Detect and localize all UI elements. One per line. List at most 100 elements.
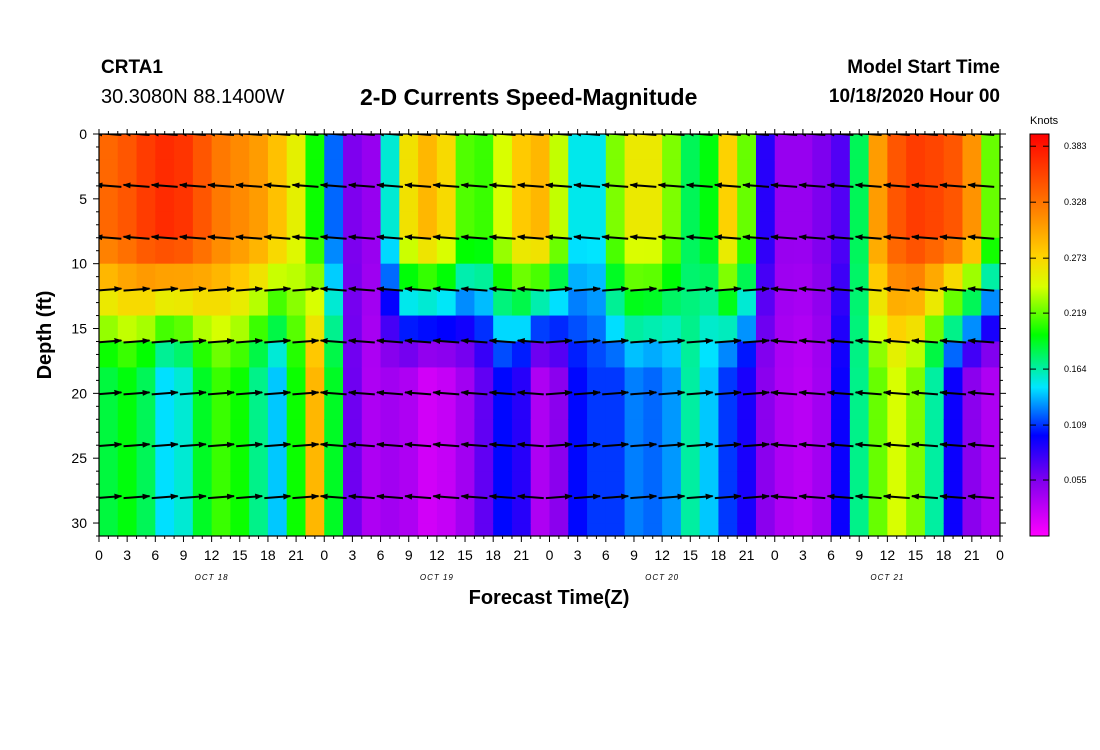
heatmap-cell xyxy=(249,523,269,536)
heatmap-cell xyxy=(605,497,626,524)
heatmap-cell xyxy=(831,471,851,498)
heatmap-cell xyxy=(624,289,644,317)
heatmap-cell xyxy=(887,185,907,213)
heatmap-cell xyxy=(324,185,344,213)
heatmap-cell xyxy=(211,315,231,343)
current-vector xyxy=(686,441,714,448)
current-vector xyxy=(488,286,516,293)
heatmap-cell xyxy=(117,367,138,394)
heatmap-cell xyxy=(755,393,776,420)
heatmap-cell xyxy=(493,263,513,291)
heatmap-cell xyxy=(924,263,945,291)
heatmap-cell xyxy=(699,471,720,498)
heatmap-cell xyxy=(511,185,532,213)
heatmap-cell xyxy=(174,497,194,524)
heatmap-cell xyxy=(117,289,138,317)
current-vector xyxy=(601,234,629,241)
current-vector xyxy=(516,234,544,241)
heatmap-cell xyxy=(267,393,288,420)
heatmap-cell xyxy=(755,419,776,446)
heatmap-cell xyxy=(868,445,888,472)
heatmap-cell xyxy=(530,159,551,187)
heatmap-cell xyxy=(943,497,964,524)
day-label: OCT 19 xyxy=(420,573,454,582)
heatmap-cell xyxy=(549,263,569,291)
current-vector xyxy=(854,493,882,500)
heatmap-cell xyxy=(699,497,720,524)
heatmap-cell xyxy=(361,471,382,498)
heatmap-cell xyxy=(174,315,194,343)
heatmap-cell xyxy=(305,367,325,394)
heatmap-cell xyxy=(511,341,532,369)
heatmap-cell xyxy=(530,211,551,239)
heatmap-cell xyxy=(737,134,757,161)
current-vector xyxy=(770,234,798,241)
heatmap-cell xyxy=(831,315,851,343)
heatmap-cell xyxy=(718,315,738,343)
heatmap-cell xyxy=(906,237,926,265)
current-vector xyxy=(207,182,235,189)
current-vector xyxy=(347,338,375,345)
current-vector xyxy=(742,286,770,293)
heatmap-cell xyxy=(680,393,701,420)
heatmap-cell xyxy=(849,471,870,498)
station-id: CRTA1 xyxy=(101,57,163,78)
heatmap-cell xyxy=(568,263,588,291)
heatmap-cell xyxy=(680,263,701,291)
current-vector xyxy=(714,286,742,293)
current-vector xyxy=(882,441,910,448)
heatmap-cell xyxy=(192,159,213,187)
heatmap-cell xyxy=(155,237,175,265)
current-vector xyxy=(741,134,770,137)
heatmap-cell xyxy=(117,237,138,265)
current-vector xyxy=(123,389,151,396)
current-vector xyxy=(798,493,826,500)
heatmap-cell xyxy=(737,211,757,239)
heatmap-cell xyxy=(155,471,175,498)
current-vector xyxy=(99,182,122,189)
heatmap-cell xyxy=(849,289,870,317)
heatmap-cell xyxy=(605,341,626,369)
heatmap-cell xyxy=(718,263,738,291)
current-vector xyxy=(910,134,938,137)
heatmap-cell xyxy=(981,159,1000,187)
heatmap-cell xyxy=(587,159,607,187)
heatmap-cell xyxy=(887,211,907,239)
heatmap-cell xyxy=(906,159,926,187)
heatmap-cell xyxy=(680,134,701,161)
heatmap-cell xyxy=(436,419,457,446)
heatmap-cell xyxy=(136,185,156,213)
heatmap-cell xyxy=(605,289,626,317)
heatmap-cell xyxy=(192,185,213,213)
heatmap-cell xyxy=(361,185,382,213)
current-vector xyxy=(319,286,347,293)
current-vector xyxy=(882,493,910,500)
heatmap-cell xyxy=(455,211,476,239)
current-vector xyxy=(347,493,375,500)
heatmap-cell xyxy=(962,315,982,343)
heatmap-cell xyxy=(474,315,494,343)
current-vector xyxy=(714,338,742,345)
current-vector xyxy=(151,389,179,396)
heatmap-cell xyxy=(587,289,607,317)
current-vector xyxy=(516,441,544,448)
heatmap-cell xyxy=(436,445,457,472)
heatmap-cell xyxy=(793,237,813,265)
heatmap-cell xyxy=(755,341,776,369)
heatmap-cell xyxy=(267,289,288,317)
heatmap-cell xyxy=(211,185,231,213)
heatmap-cell xyxy=(737,393,757,420)
heatmap-cell xyxy=(605,471,626,498)
current-vector xyxy=(516,286,544,293)
heatmap-cell xyxy=(793,134,813,161)
heatmap-cell xyxy=(812,159,832,187)
heatmap-cell xyxy=(192,341,213,369)
heatmap-cell xyxy=(493,367,513,394)
heatmap-cell xyxy=(605,393,626,420)
heatmap-cell xyxy=(99,367,119,394)
heatmap-cell xyxy=(530,393,551,420)
heatmap-cell xyxy=(587,237,607,265)
heatmap-cell xyxy=(192,445,213,472)
heatmap-cell xyxy=(718,471,738,498)
current-vector xyxy=(686,493,714,500)
